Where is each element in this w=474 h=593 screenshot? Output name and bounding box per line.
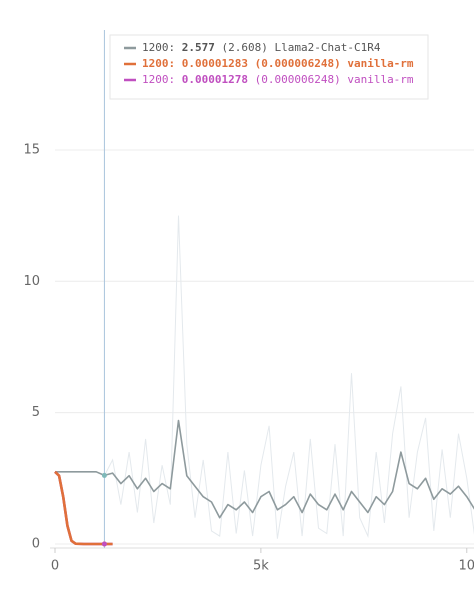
y-tick-label: 0: [32, 537, 40, 552]
tooltip-row: 1200: 0.00001283 (0.000006248) vanilla-r…: [142, 57, 414, 70]
tooltip-value: 0.00001278: [182, 73, 248, 86]
tooltip-row: 1200: 2.577 (2.608) Llama2-Chat-C1R4: [142, 41, 381, 54]
y-tick-label: 10: [23, 274, 40, 289]
space: [341, 57, 348, 70]
tooltip-raw: (2.608): [222, 41, 268, 54]
series-line: [55, 419, 474, 519]
hover-point: [101, 472, 107, 478]
tooltip-raw: (0.000006248): [255, 73, 341, 86]
tooltip-step: 1200:: [142, 73, 175, 86]
hover-point: [101, 541, 107, 547]
tooltip-step: 1200:: [142, 57, 175, 70]
tooltip-series-name: Llama2-Chat-C1R4: [274, 41, 380, 54]
space: [341, 73, 348, 86]
space: [248, 57, 255, 70]
space: [175, 73, 182, 86]
y-tick-label: 15: [23, 142, 40, 157]
tooltip-series-name: vanilla-rm: [347, 73, 414, 86]
x-tick-label: 10: [458, 559, 474, 574]
x-tick-label: 0: [51, 559, 59, 574]
tooltip-series-name: vanilla-rm: [347, 57, 414, 70]
x-tick-label: 5k: [253, 559, 269, 574]
tooltip-box: [109, 34, 429, 100]
tooltip-row: 1200: 0.00001278 (0.000006248) vanilla-r…: [142, 73, 414, 86]
space: [175, 41, 182, 54]
tooltip-value: 0.00001283: [182, 57, 248, 70]
series-line: [54, 470, 113, 546]
y-tick-label: 5: [32, 405, 40, 420]
tooltip-value: 2.577: [182, 41, 215, 54]
tooltip-raw: (0.000006248): [255, 57, 341, 70]
raw-line: [55, 215, 474, 539]
space: [248, 73, 255, 86]
space: [215, 41, 222, 54]
space: [175, 57, 182, 70]
space: [268, 41, 275, 54]
tooltip-step: 1200:: [142, 41, 175, 54]
